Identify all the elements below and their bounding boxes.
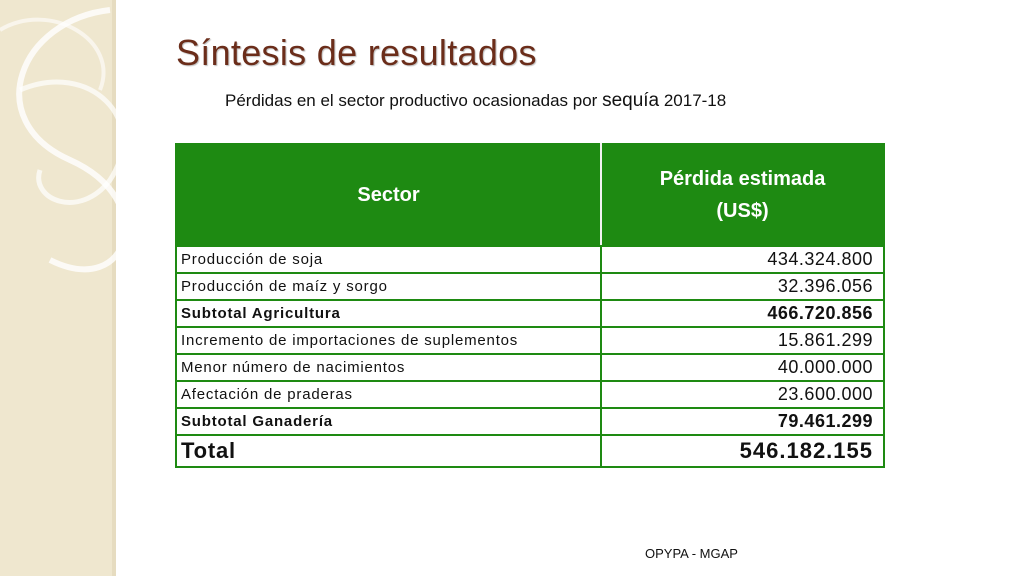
- side-band-edge: [112, 0, 116, 576]
- table-row: Subtotal Agricultura 466.720.856: [175, 299, 885, 328]
- total-label: Total: [175, 434, 602, 468]
- row-value: 466.720.856: [600, 299, 885, 328]
- subtitle-years: 2017-18: [659, 91, 727, 110]
- row-sector: Producción de maíz y sorgo: [175, 272, 602, 301]
- table-header-row: Sector Pérdida estimada (US$): [175, 143, 885, 247]
- row-value: 40.000.000: [600, 353, 885, 382]
- row-sector: Incremento de importaciones de suplement…: [175, 326, 602, 355]
- decorative-swirl: [0, 7, 129, 273]
- row-value: 32.396.056: [600, 272, 885, 301]
- row-sector: Subtotal Agricultura: [175, 299, 602, 328]
- table-row: Afectación de praderas 23.600.000: [175, 380, 885, 409]
- slide-subtitle: Pérdidas en el sector productivo ocasion…: [225, 90, 726, 112]
- table-row: Menor número de nacimientos 40.000.000: [175, 353, 885, 382]
- table-row: Subtotal Ganadería 79.461.299: [175, 407, 885, 436]
- row-sector: Menor número de nacimientos: [175, 353, 602, 382]
- row-value: 79.461.299: [600, 407, 885, 436]
- row-value: 15.861.299: [600, 326, 885, 355]
- row-sector: Afectación de praderas: [175, 380, 602, 409]
- subtitle-emphasis: sequía: [602, 90, 660, 111]
- total-value: 546.182.155: [600, 434, 885, 468]
- row-value: 434.324.800: [600, 245, 885, 274]
- table-row: Producción de maíz y sorgo 32.396.056: [175, 272, 885, 301]
- header-loss-line2: (US$): [716, 200, 769, 222]
- slide-footer: OPYPA - MGAP: [645, 546, 738, 561]
- table-row: Producción de soja 434.324.800: [175, 245, 885, 274]
- row-value: 23.600.000: [600, 380, 885, 409]
- total-row: Total 546.182.155: [175, 434, 885, 468]
- header-sector: Sector: [175, 143, 602, 247]
- table-row: Incremento de importaciones de suplement…: [175, 326, 885, 355]
- subtitle-text: Pérdidas en el sector productivo ocasion…: [225, 91, 603, 110]
- table-body: Producción de soja 434.324.800 Producción …: [175, 245, 885, 436]
- header-loss-line1: Pérdida estimada: [659, 168, 826, 190]
- row-sector: Subtotal Ganadería: [175, 407, 602, 436]
- header-loss: Pérdida estimada (US$): [600, 143, 885, 247]
- slide-title: Síntesis de resultados: [176, 32, 537, 73]
- row-sector: Producción de soja: [175, 245, 602, 274]
- loss-table: Sector Pérdida estimada (US$) Producción …: [175, 143, 885, 468]
